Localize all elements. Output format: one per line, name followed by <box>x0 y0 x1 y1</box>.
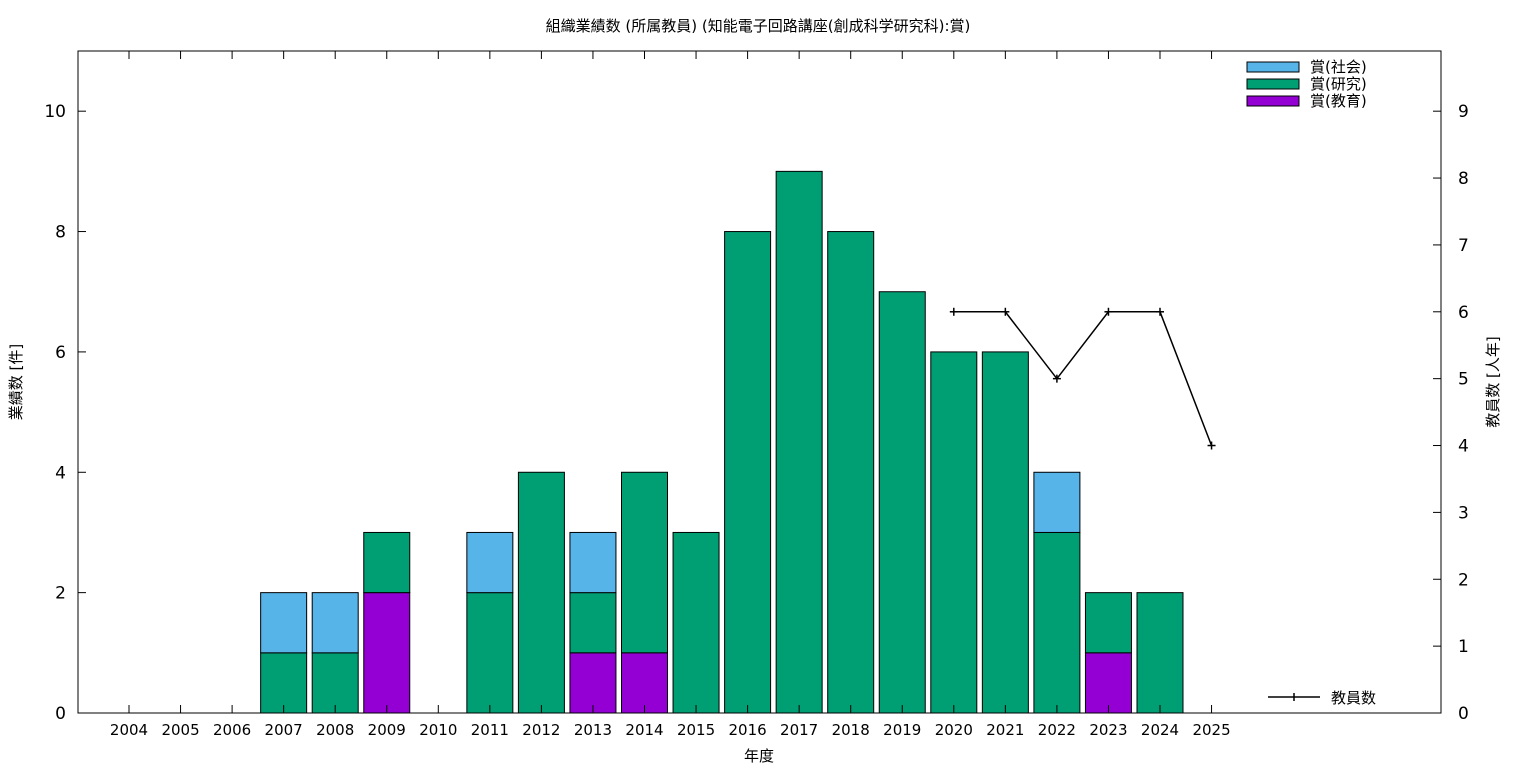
x-tick-label-2007: 2007 <box>265 721 303 739</box>
x-tick-label-2006: 2006 <box>213 721 251 739</box>
x-tick-label-2016: 2016 <box>729 721 767 739</box>
bar-2014-series-0 <box>621 652 668 714</box>
bars-layer <box>260 170 1184 714</box>
bar-2013-series-1 <box>569 592 617 654</box>
x-tick-label-2015: 2015 <box>677 721 715 739</box>
bar-2024-series-1 <box>1136 592 1184 714</box>
x-tick-label-2018: 2018 <box>832 721 870 739</box>
y2-tick-label-4: 4 <box>1458 437 1469 457</box>
x-tick-label-2005: 2005 <box>161 721 199 739</box>
axes-layer: 2004 2005 2006 2007 2008 2009 2010 2011 2012 2013… <box>44 51 1469 739</box>
bar-2007-series-2 <box>260 592 308 654</box>
x-tick-label-2025: 2025 <box>1192 721 1230 739</box>
y-tick-label-6: 6 <box>55 343 66 363</box>
bar-2021-series-1 <box>981 351 1029 714</box>
bar-2017-series-1 <box>775 170 823 714</box>
x-tick-label-2011: 2011 <box>471 721 509 739</box>
bar-2009-series-1 <box>363 531 411 594</box>
x-tick-label-2013: 2013 <box>574 721 612 739</box>
y2-tick-label-1: 1 <box>1458 637 1469 657</box>
x-tick-label-2019: 2019 <box>883 721 921 739</box>
x-tick-label-2009: 2009 <box>368 721 406 739</box>
line-point-2023 <box>1104 307 1113 316</box>
x-axis-label: 年度 <box>744 747 774 765</box>
legend: 賞(社会)賞(研究)賞(教育) <box>1246 58 1367 110</box>
x-tick-label-2008: 2008 <box>316 721 354 739</box>
line-layer <box>949 307 1216 450</box>
legend-label-1: 賞(研究) <box>1310 75 1367 93</box>
chart-title: 組織業績数 (所属教員) (知能電子回路講座(創成科学研究科):賞) <box>546 17 971 35</box>
bar-2022-series-1 <box>1033 531 1081 714</box>
legend-swatch-1 <box>1246 78 1300 90</box>
y-tick-label-2: 2 <box>55 584 66 604</box>
y2-tick-label-2: 2 <box>1458 570 1469 590</box>
bar-2018-series-1 <box>827 231 875 714</box>
line-teachers <box>953 311 1213 446</box>
y2-tick-label-8: 8 <box>1458 169 1469 189</box>
bar-2023-series-0 <box>1084 652 1132 714</box>
x-tick-label-2010: 2010 <box>419 721 457 739</box>
x-tick-label-2014: 2014 <box>625 721 663 739</box>
y2-axis-label: 教員数 [人年] <box>1484 336 1502 427</box>
y2-tick-label-5: 5 <box>1458 370 1469 390</box>
plot-frame <box>77 50 1442 714</box>
line-point-2022 <box>1052 374 1061 383</box>
bar-2019-series-1 <box>878 291 926 714</box>
line-point-2025 <box>1207 441 1216 450</box>
bar-2011-series-2 <box>466 531 514 594</box>
line-point-2020 <box>949 307 958 316</box>
x-tick-label-2020: 2020 <box>935 721 973 739</box>
legend-label-0: 賞(社会) <box>1310 58 1367 76</box>
y2-tick-label-9: 9 <box>1458 102 1469 122</box>
line-point-2024 <box>1156 307 1164 316</box>
legend-label-2: 賞(教育) <box>1310 92 1367 110</box>
bar-2007-series-1 <box>260 652 308 714</box>
y-tick-label-10: 10 <box>44 102 66 122</box>
line-point-2021 <box>1001 307 1010 316</box>
line-legend: 教員数 <box>1268 689 1376 707</box>
y2-tick-label-0: 0 <box>1458 704 1469 724</box>
bar-2013-series-2 <box>569 531 617 594</box>
line-legend-label: 教員数 <box>1331 689 1376 707</box>
y-tick-label-8: 8 <box>55 223 66 243</box>
bar-2023-series-1 <box>1084 592 1132 654</box>
bar-2020-series-1 <box>930 351 978 714</box>
bar-2009-series-0 <box>363 592 411 714</box>
bar-2014-series-1 <box>621 471 668 654</box>
bar-2012-series-1 <box>517 471 565 714</box>
x-tick-label-2024: 2024 <box>1141 721 1179 739</box>
bar-2016-series-1 <box>724 231 772 714</box>
bar-2015-series-1 <box>672 531 720 714</box>
bar-2013-series-0 <box>569 652 617 714</box>
bar-2022-series-2 <box>1033 471 1081 533</box>
x-tick-label-2022: 2022 <box>1038 721 1076 739</box>
x-tick-label-2017: 2017 <box>780 721 818 739</box>
y2-tick-label-3: 3 <box>1458 503 1469 523</box>
bar-2011-series-1 <box>466 592 514 714</box>
x-tick-label-2004: 2004 <box>110 721 148 739</box>
x-tick-label-2021: 2021 <box>986 721 1024 739</box>
bar-2008-series-2 <box>311 592 359 654</box>
bar-2008-series-1 <box>311 652 359 714</box>
y-axis-label: 業績数 [件] <box>7 344 25 420</box>
y2-tick-label-7: 7 <box>1458 236 1469 256</box>
legend-swatch-2 <box>1246 95 1300 107</box>
x-tick-label-2012: 2012 <box>522 721 560 739</box>
x-tick-label-2023: 2023 <box>1089 721 1127 739</box>
y-tick-label-0: 0 <box>55 704 66 724</box>
y-tick-label-4: 4 <box>55 463 66 483</box>
y2-tick-label-6: 6 <box>1458 303 1469 323</box>
legend-swatch-0 <box>1246 61 1300 73</box>
